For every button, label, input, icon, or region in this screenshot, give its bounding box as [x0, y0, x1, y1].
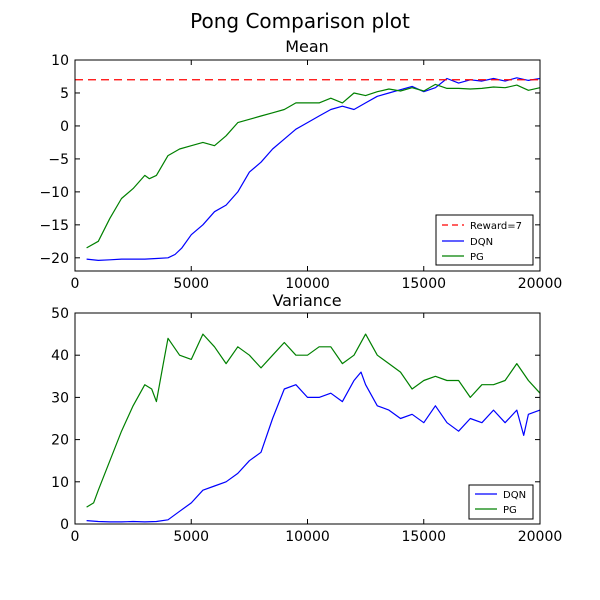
variance-ytick-label: 10: [51, 475, 69, 491]
variance-ytick-label: 20: [51, 433, 69, 449]
variance-xtick-label: 10000: [285, 529, 330, 545]
variance-xtick-label: 20000: [518, 529, 563, 545]
mean-ytick-label: −5: [48, 152, 69, 168]
mean-legend-dqn-label: DQN: [470, 237, 493, 248]
variance-legend-dqn-label: DQN: [503, 490, 526, 501]
mean-xtick-label: 10000: [285, 276, 330, 292]
variance-xtick-label: 0: [71, 529, 80, 545]
mean-legend: Reward=7 DQN PG: [435, 214, 534, 266]
variance-legend: DQN PG: [468, 484, 534, 520]
mean-legend-box: [435, 214, 534, 266]
mean-xtick-label: 20000: [518, 276, 563, 292]
variance-xtick-label: 5000: [173, 529, 209, 545]
mean-ytick-label: 5: [60, 86, 69, 102]
variance-ticks: 0 5000 10000 15000 20000 0 10 20 30 40 50: [51, 306, 562, 545]
mean-ytick-label: −10: [39, 185, 69, 201]
mean-subplot: Mean 0 5000 10000 15000 20000 −20 −15 −10 −5 0 5 10…: [39, 37, 562, 292]
mean-ytick-label: 10: [51, 53, 69, 69]
mean-ytick-label: −20: [39, 251, 69, 267]
variance-legend-pg-label: PG: [503, 505, 517, 516]
variance-subplot-title: Variance: [272, 291, 341, 310]
variance-ytick-label: 30: [51, 390, 69, 406]
variance-legend-box: [468, 484, 534, 520]
mean-ytick-label: −15: [39, 218, 69, 234]
mean-ticks: 0 5000 10000 15000 20000 −20 −15 −10 −5 0 5 10: [39, 53, 562, 292]
mean-xtick-label: 5000: [173, 276, 209, 292]
mean-xtick-label: 0: [71, 276, 80, 292]
variance-series-dqn-line: [86, 371, 541, 523]
variance-xtick-label: 15000: [401, 529, 446, 545]
figure-title: Pong Comparison plot: [190, 9, 410, 33]
mean-series-pg-line: [86, 83, 541, 249]
variance-series-pg-line: [86, 333, 541, 508]
mean-legend-pg-label: PG: [470, 252, 484, 263]
mean-series-dqn-line: [86, 77, 541, 261]
variance-ytick-label: 50: [51, 306, 69, 322]
mean-xtick-label: 15000: [401, 276, 446, 292]
mean-subplot-title: Mean: [285, 37, 329, 56]
variance-series-lines: [86, 333, 541, 523]
mean-legend-reward-label: Reward=7: [470, 221, 522, 232]
mean-ytick-label: 0: [60, 119, 69, 135]
mean-series-lines: [75, 77, 541, 261]
variance-ytick-label: 40: [51, 348, 69, 364]
variance-ytick-label: 0: [60, 517, 69, 533]
variance-subplot: Variance 0 5000 10000 15000 20000 0 10 20 30 40 50…: [51, 291, 562, 545]
